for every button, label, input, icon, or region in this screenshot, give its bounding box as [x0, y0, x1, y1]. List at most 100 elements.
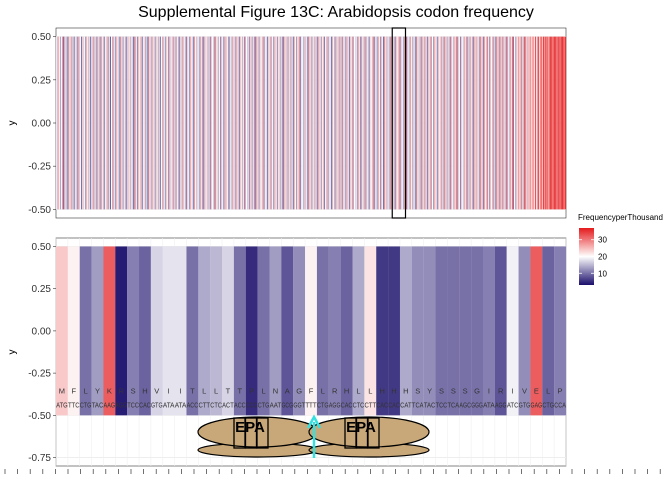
y-tick-label: 0.00: [32, 326, 52, 337]
direction-arrow-head: [306, 414, 322, 429]
codon-stripe: [439, 36, 441, 210]
codon-stripe: [470, 36, 472, 210]
codon-stripe: [375, 36, 378, 210]
codon-stripe: [519, 36, 521, 210]
codon-stripe: [160, 36, 162, 210]
codon-stripe: [331, 36, 333, 210]
codon-tile: [245, 246, 258, 416]
codon-tile: [305, 246, 317, 416]
codon-stripe: [315, 36, 317, 210]
codon-label: ATG: [56, 401, 68, 410]
codon-label: TCA: [448, 401, 460, 410]
codon-label: ATA: [163, 401, 175, 410]
y-tick-label: 0.25: [32, 284, 52, 295]
amino-acid-label: R: [332, 386, 338, 395]
codon-stripe: [137, 36, 139, 210]
codon-stripe: [392, 36, 394, 210]
codon-stripe: [197, 36, 199, 210]
codon-stripe: [215, 36, 218, 210]
codon-stripe: [508, 36, 510, 210]
codon-label: CTC: [210, 401, 222, 410]
codon-label: CAT: [400, 401, 412, 410]
codon-stripe: [88, 36, 90, 210]
codon-stripe: [194, 36, 196, 210]
codon-stripe: [440, 36, 442, 210]
codon-tile: [316, 246, 329, 416]
codon-stripe: [306, 36, 308, 210]
codon-stripe: [287, 36, 289, 210]
codon-stripe: [496, 36, 498, 210]
amino-acid-label: S: [439, 386, 444, 395]
codon-stripe: [147, 36, 149, 210]
codon-stripe: [201, 36, 203, 210]
codon-stripe: [292, 36, 294, 210]
codon-tile: [494, 246, 507, 416]
codon-stripe: [279, 36, 281, 210]
codon-label: CAC: [388, 401, 400, 410]
codon-tile: [233, 246, 246, 416]
codon-stripe: [93, 36, 95, 210]
codon-stripe: [98, 36, 100, 210]
codon-stripe: [403, 36, 406, 210]
codon-stripe: [103, 36, 105, 210]
codon-stripe: [499, 36, 501, 210]
amino-acid-label: L: [321, 386, 325, 395]
codon-stripe: [214, 36, 217, 210]
codon-stripe: [322, 36, 325, 210]
codon-label: CCA: [554, 401, 566, 410]
codon-stripe: [280, 36, 282, 210]
codon-stripe: [69, 36, 71, 210]
codon-stripe: [393, 36, 395, 210]
codon-tile: [340, 246, 353, 416]
codon-stripe: [334, 36, 336, 210]
codon-stripe: [289, 36, 291, 210]
amino-acid-label: G: [296, 386, 302, 395]
legend-colorbar: [579, 228, 594, 285]
amino-acid-label: S: [131, 386, 136, 395]
codon-stripe: [453, 36, 455, 210]
codon-stripe: [290, 36, 292, 210]
codon-stripe: [300, 36, 302, 210]
panel-1-y-label: y: [7, 121, 18, 126]
codon-stripe: [376, 36, 379, 210]
figure-title: Supplemental Figure 13C: Arabidopsis cod…: [138, 4, 534, 21]
codon-stripe: [232, 36, 234, 210]
panel-2-y-ticks: 0.50 0.25 0.00 -0.25 -0.50 -0.75: [28, 242, 56, 464]
codon-stripe: [482, 36, 484, 210]
codon-stripe: [164, 36, 166, 210]
codon-tile: [103, 246, 116, 416]
codon-stripe: [360, 36, 362, 210]
codon-stripe: [547, 36, 549, 210]
codon-stripe: [442, 36, 444, 210]
panel-window-codon-frequency: MATGFTTCLCTGYTACKAAGRAGGSTCCHCACVGTGIATA…: [7, 237, 567, 467]
codon-stripe: [231, 36, 233, 210]
codon-stripe: [200, 36, 202, 210]
codon-stripe: [138, 36, 140, 210]
panel-2-tiles: [56, 246, 567, 416]
codon-stripe: [86, 36, 88, 210]
codon-stripe: [434, 36, 436, 210]
codon-stripe: [202, 36, 204, 210]
codon-stripe: [556, 36, 558, 210]
codon-stripe: [397, 36, 399, 210]
codon-stripe: [262, 36, 264, 210]
codon-tile: [67, 246, 80, 416]
codon-stripe: [229, 36, 231, 210]
codon-tile: [293, 246, 306, 416]
codon-stripe: [64, 36, 66, 210]
codon-stripe: [83, 36, 85, 210]
codon-stripe: [213, 36, 215, 210]
codon-stripe: [333, 36, 335, 210]
codon-tile: [150, 246, 163, 416]
codon-stripe: [59, 36, 61, 210]
codon-stripe: [121, 36, 123, 210]
legend-tick-label: 20: [598, 253, 607, 262]
codon-label: CTG: [80, 401, 92, 410]
codon-stripe: [92, 36, 94, 210]
codon-stripe: [90, 36, 92, 210]
codon-tile: [435, 246, 448, 416]
codon-stripe: [436, 36, 438, 210]
codon-stripe: [248, 36, 250, 210]
codon-stripe: [511, 36, 514, 210]
codon-stripe: [545, 36, 547, 210]
